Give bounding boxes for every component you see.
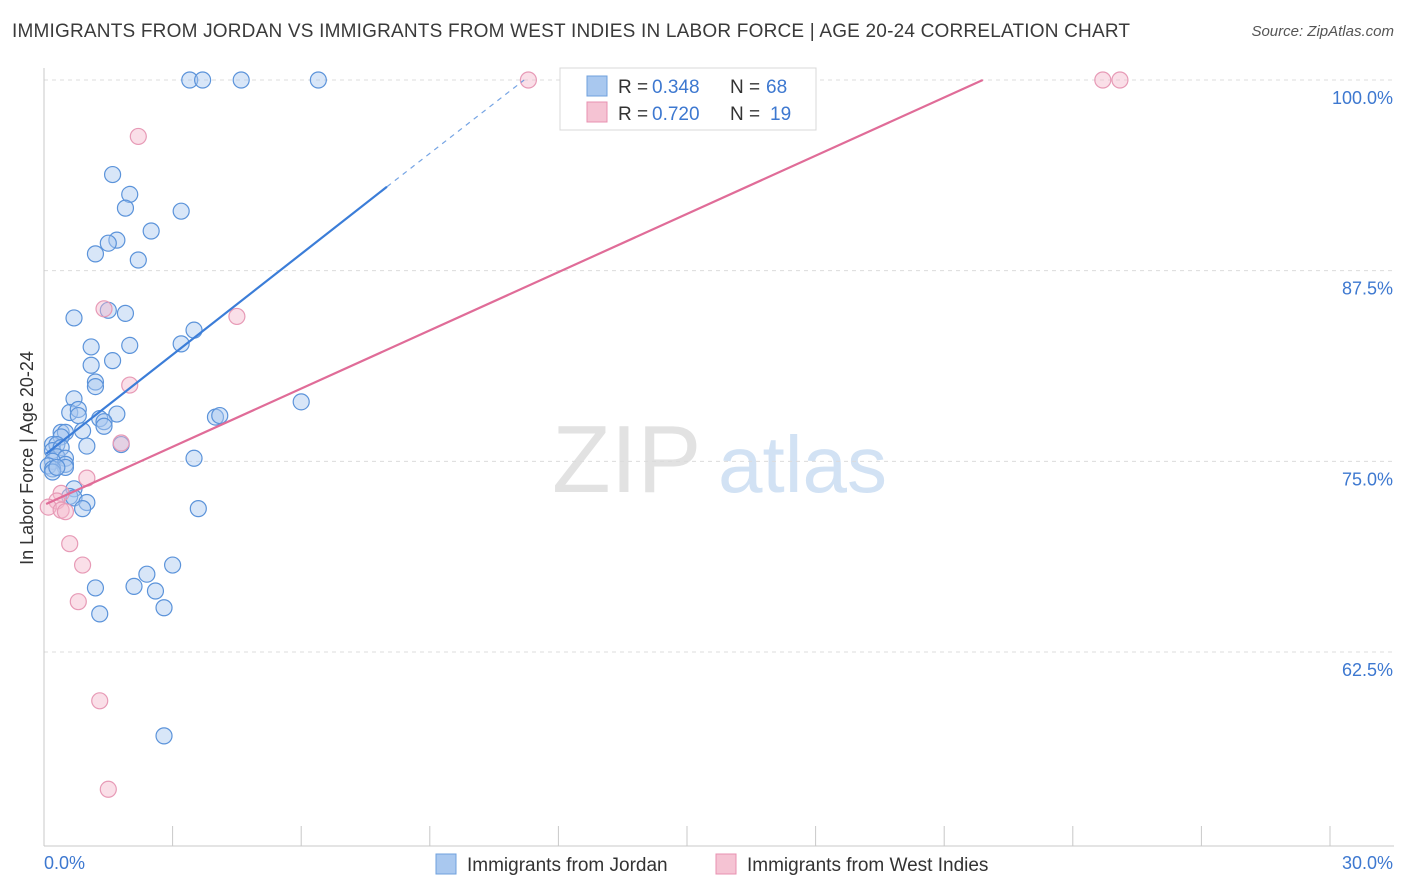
- point-jordan: [103, 352, 122, 370]
- point-jordan: [155, 599, 173, 617]
- watermark: ZIP atlas: [552, 406, 887, 513]
- point-jordan: [292, 393, 310, 411]
- point-jordan: [91, 605, 109, 623]
- stats-swatch-west-indies: [586, 101, 608, 123]
- x-ticks: [43, 826, 1331, 846]
- point-jordan: [125, 577, 143, 596]
- point-west-indies: [73, 556, 92, 574]
- point-west-indies: [129, 127, 147, 146]
- stats-n-label-west-indies: N =: [730, 104, 760, 125]
- legend-label-jordan: Immigrants from Jordan: [467, 855, 668, 876]
- point-jordan: [121, 336, 139, 355]
- point-jordan: [172, 335, 190, 353]
- point-jordan: [69, 400, 87, 419]
- point-jordan: [86, 373, 105, 391]
- x-tick-label-min: 0.0%: [44, 853, 85, 873]
- y-axis-label: In Labor Force | Age 20-24: [17, 351, 37, 565]
- point-jordan: [82, 338, 100, 356]
- series-jordan-points: [39, 71, 327, 745]
- point-west-indies: [228, 307, 246, 326]
- point-jordan: [116, 304, 135, 322]
- stats-n-value-west-indies: 19: [770, 104, 791, 125]
- point-west-indies: [56, 503, 75, 521]
- point-jordan: [65, 309, 83, 327]
- watermark-atlas: atlas: [718, 420, 887, 509]
- trend-lines: [45, 78, 984, 506]
- point-jordan: [48, 458, 66, 477]
- stats-r-label-west-indies: R =: [618, 104, 648, 125]
- point-jordan: [82, 356, 100, 374]
- point-west-indies: [99, 780, 117, 798]
- series-legend: Immigrants from Jordan Immigrants from W…: [435, 853, 988, 876]
- point-jordan: [185, 321, 203, 339]
- series-west-indies-points: [39, 71, 1129, 798]
- legend-swatch-west-indies: [715, 853, 737, 875]
- point-jordan: [129, 251, 147, 269]
- stats-legend: R = 0.348 N = 68 R = 0.720 N = 19: [559, 67, 817, 131]
- point-jordan: [86, 377, 105, 396]
- y-tick-label: 62.5%: [1342, 660, 1393, 680]
- point-jordan: [108, 405, 126, 423]
- point-jordan: [116, 199, 135, 217]
- point-jordan: [211, 406, 229, 425]
- point-west-indies: [95, 300, 113, 318]
- y-tick-label: 87.5%: [1342, 279, 1393, 299]
- point-jordan: [146, 582, 165, 600]
- point-jordan: [86, 245, 105, 263]
- point-jordan: [103, 165, 122, 184]
- stats-r-value-west-indies: 0.720: [652, 104, 700, 125]
- stats-n-label-jordan: N =: [730, 77, 760, 98]
- point-jordan: [309, 71, 327, 89]
- trend-line-jordan: [45, 185, 388, 455]
- y-tick-label: 75.0%: [1342, 469, 1393, 489]
- point-west-indies: [1111, 71, 1129, 89]
- point-jordan: [95, 417, 113, 435]
- point-jordan: [232, 71, 250, 89]
- point-jordan: [56, 449, 75, 467]
- point-jordan: [65, 390, 83, 408]
- point-west-indies: [91, 692, 109, 710]
- point-jordan: [172, 202, 190, 220]
- y-tick-labels: 62.5% 75.0% 87.5% 100.0%: [1332, 88, 1393, 680]
- y-tick-label: 100.0%: [1332, 88, 1393, 108]
- point-west-indies: [69, 593, 87, 611]
- watermark-zip: ZIP: [552, 406, 701, 513]
- stats-n-value-jordan: 68: [766, 77, 787, 98]
- trend-line-jordan-extension: [386, 79, 525, 188]
- point-west-indies: [121, 376, 139, 394]
- point-west-indies: [519, 71, 537, 89]
- point-west-indies: [39, 498, 57, 516]
- point-jordan: [78, 437, 96, 455]
- axes: [43, 68, 1394, 847]
- point-west-indies: [61, 535, 79, 553]
- point-jordan: [181, 71, 199, 89]
- x-tick-label-max: 30.0%: [1342, 853, 1393, 873]
- trend-line-west-indies: [45, 78, 984, 506]
- point-jordan: [95, 413, 113, 431]
- chart-title: IMMIGRANTS FROM JORDAN VS IMMIGRANTS FRO…: [12, 21, 1131, 42]
- stats-r-label-jordan: R =: [618, 77, 648, 98]
- gridlines: [44, 79, 1394, 653]
- point-jordan: [164, 556, 182, 574]
- point-jordan: [185, 449, 203, 467]
- stats-r-value-jordan: 0.348: [652, 77, 700, 98]
- point-jordan: [86, 579, 105, 597]
- point-jordan: [194, 71, 212, 89]
- point-jordan: [142, 222, 160, 240]
- point-jordan: [69, 406, 87, 425]
- point-jordan: [99, 234, 117, 252]
- stats-swatch-jordan: [586, 75, 608, 97]
- point-jordan: [121, 185, 139, 203]
- point-jordan: [189, 500, 207, 518]
- legend-label-west-indies: Immigrants from West Indies: [747, 855, 988, 876]
- point-jordan: [73, 500, 92, 518]
- source-credit: Source: ZipAtlas.com: [1251, 23, 1394, 40]
- point-jordan: [138, 565, 156, 583]
- point-jordan: [155, 727, 173, 745]
- legend-swatch-jordan: [435, 853, 457, 875]
- point-west-indies: [1094, 71, 1112, 89]
- point-west-indies: [112, 434, 130, 452]
